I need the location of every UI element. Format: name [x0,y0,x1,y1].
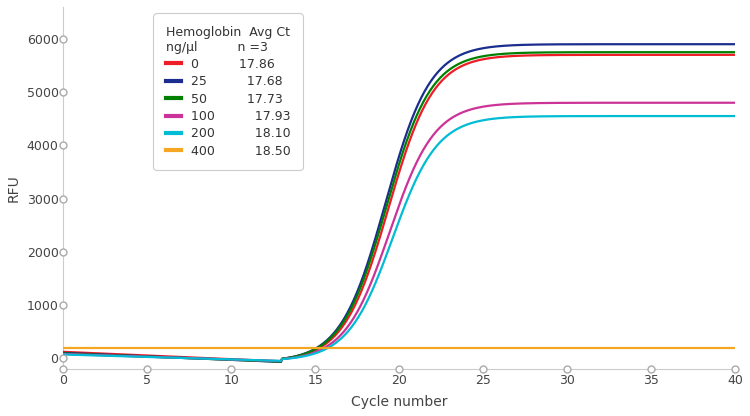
Legend: 0          17.86, 25          17.68, 50          17.73, 100          17.93, 200 : 0 17.86, 25 17.68, 50 17.73, 100 17.93, … [157,17,299,166]
X-axis label: Cycle number: Cycle number [351,395,448,409]
Y-axis label: RFU: RFU [7,174,21,202]
